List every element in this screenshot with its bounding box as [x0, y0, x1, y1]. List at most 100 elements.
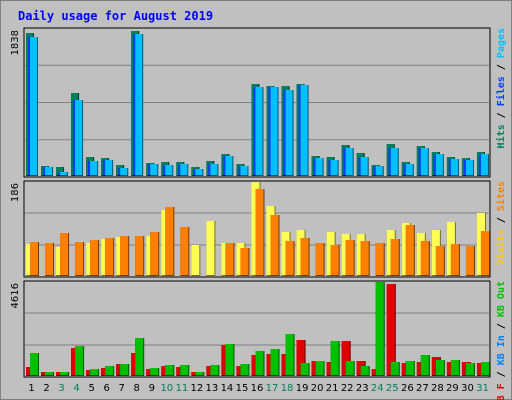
bar	[270, 349, 280, 376]
bar	[135, 34, 144, 176]
x-tick-label: 13	[206, 383, 219, 394]
bar-fill	[386, 284, 395, 375]
bar	[420, 355, 430, 376]
bar	[405, 225, 415, 276]
panel-visits-max-label: 186	[10, 183, 21, 202]
bar-fill	[390, 239, 399, 275]
bar	[330, 160, 339, 176]
bar-fill	[105, 238, 114, 275]
bar-fill	[30, 37, 37, 175]
x-tick-label: 6	[103, 383, 109, 394]
bar-fill	[345, 361, 354, 375]
bar-fill	[210, 164, 218, 175]
bar-fill	[420, 355, 429, 375]
bar-fill	[390, 362, 399, 375]
x-tick-label: 5	[88, 383, 94, 394]
bar	[270, 87, 279, 176]
bar-fill	[225, 344, 234, 375]
series-pages	[30, 34, 489, 176]
bar-fill	[45, 243, 54, 275]
bar	[255, 189, 265, 276]
bar	[386, 284, 396, 376]
bar	[405, 164, 414, 176]
bar	[120, 364, 130, 376]
bar	[210, 164, 219, 176]
bar-fill	[270, 215, 279, 275]
bar	[56, 167, 65, 176]
bar-fill	[360, 366, 369, 375]
legend-item: /	[496, 211, 507, 229]
bar	[120, 168, 129, 176]
bar	[315, 361, 325, 376]
bar-fill	[465, 246, 474, 275]
bar-fill	[165, 365, 174, 375]
bar	[270, 215, 280, 276]
bar	[480, 231, 490, 276]
bar-fill	[375, 243, 384, 275]
bar	[300, 238, 310, 276]
x-tick-label: 17	[266, 383, 279, 394]
bar	[120, 236, 130, 276]
bar	[300, 85, 309, 176]
bar	[375, 243, 385, 276]
bar	[165, 207, 175, 276]
x-tick-label: 2	[43, 383, 49, 394]
bar	[90, 161, 99, 176]
bar-fill	[240, 364, 249, 375]
bar-fill	[270, 87, 278, 175]
bar-fill	[330, 341, 339, 375]
bar-fill	[90, 240, 99, 275]
x-tick-label: 14	[221, 383, 234, 394]
bar-fill	[180, 164, 188, 175]
bar	[210, 365, 220, 376]
legend-item: Files	[495, 76, 507, 106]
bar	[195, 372, 205, 376]
bar-fill	[390, 148, 398, 175]
x-tick-label: 16	[251, 383, 264, 394]
bar	[296, 340, 306, 376]
panel-kbytes-legend: KB F / KB In / KB Out	[496, 281, 507, 400]
bar	[90, 369, 100, 376]
x-tick-label: 18	[281, 383, 294, 394]
bar	[240, 248, 250, 276]
x-tick-label: 23	[356, 383, 369, 394]
x-tick-label: 28	[431, 383, 444, 394]
bar	[375, 166, 384, 176]
series-kb-out	[30, 282, 490, 376]
x-tick-label: 7	[119, 383, 125, 394]
x-tick-label: 20	[311, 383, 324, 394]
bar-fill	[45, 372, 54, 375]
bar	[465, 246, 475, 276]
legend-item: KB Out	[496, 281, 507, 317]
bar-fill	[56, 372, 65, 375]
bar	[45, 167, 54, 176]
bar	[390, 239, 400, 276]
bar-fill	[60, 372, 69, 375]
bar	[450, 360, 460, 376]
bar-fill	[450, 159, 458, 175]
bar	[360, 241, 370, 276]
bar	[191, 245, 201, 276]
bar	[480, 154, 489, 176]
bar-fill	[150, 232, 159, 275]
bar-fill	[206, 221, 215, 275]
bar	[285, 334, 295, 376]
bar-fill	[435, 246, 444, 275]
bar-fill	[465, 160, 473, 175]
x-tick-label: 25	[386, 383, 399, 394]
bar	[450, 244, 460, 276]
bar-fill	[75, 242, 84, 275]
bar	[435, 246, 445, 276]
bar-fill	[75, 346, 84, 375]
bar-fill	[480, 362, 489, 375]
bar-fill	[45, 167, 53, 175]
bar	[240, 364, 250, 376]
bar	[345, 240, 355, 276]
x-tick-label: 22	[341, 383, 354, 394]
legend-item: Hits	[495, 124, 507, 148]
panel-visits-legend: Visits / Sites	[495, 181, 507, 265]
bar	[105, 160, 114, 176]
